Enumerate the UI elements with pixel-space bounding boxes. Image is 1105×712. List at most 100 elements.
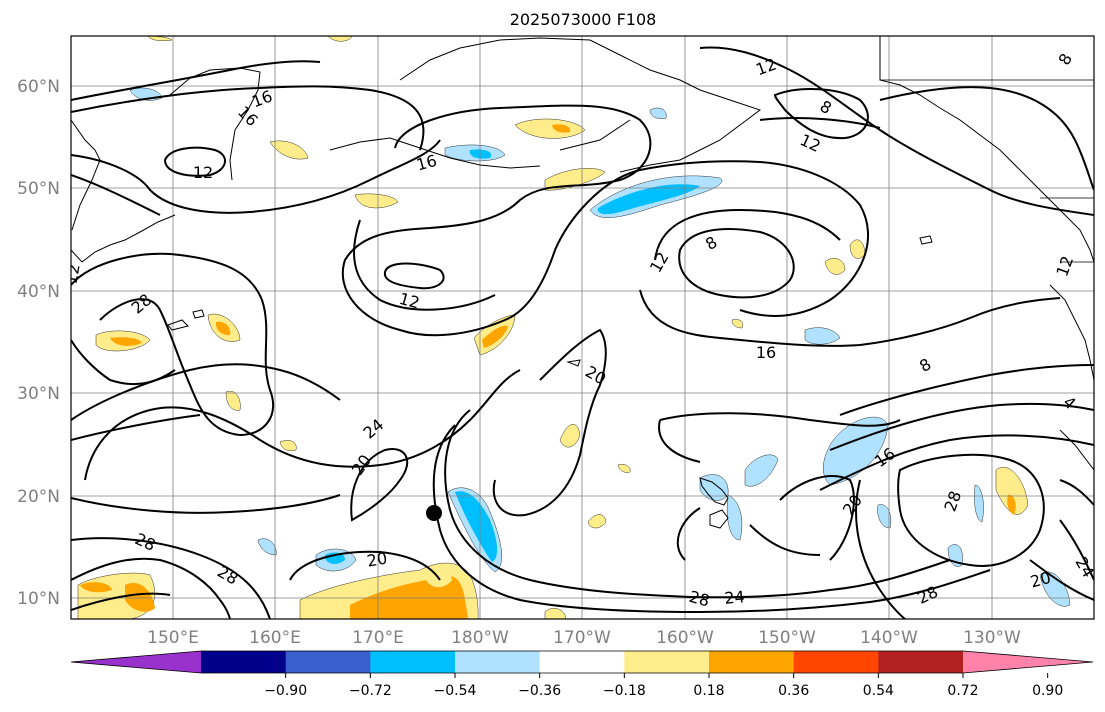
yellow-shade bbox=[225, 390, 241, 411]
contour-line bbox=[1059, 519, 1094, 581]
contour-line bbox=[71, 139, 441, 214]
marker-dot bbox=[426, 505, 442, 521]
coastline-asia bbox=[71, 119, 176, 263]
coastline-na-south bbox=[1049, 284, 1094, 381]
yellow-shade bbox=[544, 168, 606, 191]
contour-line bbox=[71, 85, 425, 151]
contour-line bbox=[819, 434, 1094, 491]
contour-line bbox=[289, 550, 441, 581]
blue-shade bbox=[744, 454, 779, 487]
blue-shade bbox=[257, 538, 277, 556]
colorbar-segment bbox=[370, 651, 456, 673]
lon-label: 150°W bbox=[758, 628, 816, 648]
colorbar-segment bbox=[455, 651, 541, 673]
contour-label: 12 bbox=[753, 54, 779, 79]
contour-line bbox=[341, 104, 869, 337]
colorbar-segment bbox=[878, 651, 964, 673]
contour-label: 4 bbox=[1060, 392, 1080, 413]
contour-line bbox=[71, 363, 341, 421]
contour-line bbox=[71, 494, 341, 514]
colorbar-segment bbox=[201, 651, 287, 673]
colorbar-tick-label: −0.72 bbox=[349, 683, 392, 699]
colorbar-outline bbox=[70, 650, 1094, 674]
colorbar-extend-high bbox=[963, 651, 1093, 673]
contours bbox=[71, 46, 1094, 619]
contour-label: 12 bbox=[61, 262, 83, 285]
contour-label: 20 bbox=[348, 451, 375, 479]
colorbar-tick-label: 0.18 bbox=[693, 683, 724, 699]
contour-label: 28 bbox=[132, 529, 158, 555]
contour-label: 20 bbox=[839, 491, 866, 519]
contour-label: 28 bbox=[687, 587, 712, 611]
contour-line bbox=[699, 46, 1094, 216]
map-area: 16 16 12 16 12 12 8 12 28 12 12 8 8 16 2… bbox=[61, 36, 1094, 619]
blue-core bbox=[455, 491, 498, 562]
orange-core bbox=[80, 582, 112, 593]
colorbar-tick-label: −0.54 bbox=[434, 683, 477, 699]
colorbar-segment bbox=[624, 651, 710, 673]
island-misc bbox=[167, 319, 189, 331]
yellow-shade bbox=[617, 464, 631, 473]
island-misc bbox=[919, 235, 933, 245]
contour-line bbox=[773, 87, 869, 140]
contour-label: 8 bbox=[916, 354, 934, 376]
contour-line bbox=[163, 146, 226, 177]
lat-label: 60°N bbox=[17, 77, 60, 97]
yellow-shade bbox=[279, 440, 297, 451]
lon-label: 150°E bbox=[147, 628, 199, 648]
contour-line bbox=[71, 537, 271, 619]
contour-label: 16 bbox=[414, 151, 439, 175]
colorbar-segment bbox=[793, 651, 879, 673]
orange-core bbox=[215, 321, 231, 336]
contour-label: 12 bbox=[193, 163, 213, 182]
yellow-shade bbox=[731, 319, 744, 329]
blue-shade bbox=[727, 494, 743, 541]
yellow-shade bbox=[824, 258, 846, 275]
contour-line bbox=[654, 208, 841, 261]
coastlines bbox=[71, 36, 1094, 529]
contour-line bbox=[829, 402, 1094, 451]
yellow-shade bbox=[514, 118, 586, 139]
contour-line bbox=[839, 364, 1094, 416]
coastline-islands bbox=[329, 119, 631, 169]
contour-line bbox=[879, 86, 1094, 191]
yellow-shade bbox=[327, 36, 353, 42]
blue-shade bbox=[649, 107, 667, 119]
contour-line bbox=[492, 328, 607, 517]
yellow-shade bbox=[559, 424, 581, 448]
contour-line bbox=[1059, 479, 1094, 506]
colorbar-tick-label: 0.72 bbox=[947, 683, 978, 699]
coastline-na-coast bbox=[879, 36, 1094, 263]
contour-line bbox=[71, 592, 171, 611]
yellow-shade bbox=[995, 467, 1029, 515]
contour-label: 8 bbox=[817, 96, 835, 118]
contour-line bbox=[639, 289, 1061, 347]
lat-label: 40°N bbox=[17, 282, 60, 302]
contour-line bbox=[676, 507, 701, 561]
contour-label: 16 bbox=[756, 343, 776, 362]
colorbar: −0.90 −0.72 −0.54 −0.36 −0.18 0.18 0.36 0.54 0.7… bbox=[70, 650, 1094, 699]
map-frame bbox=[70, 35, 1095, 620]
contour-line bbox=[855, 479, 906, 619]
colorbar-extend-low bbox=[71, 651, 201, 673]
contour-line bbox=[659, 412, 901, 427]
contour-label: 8 bbox=[702, 232, 720, 254]
lon-label: 170°E bbox=[352, 628, 404, 648]
blue-shade bbox=[974, 484, 984, 523]
island-hawaii bbox=[699, 477, 729, 506]
contour-label: 12 bbox=[646, 249, 673, 276]
lon-label: 140°W bbox=[860, 628, 918, 648]
colorbar-tick-label: 0.54 bbox=[863, 683, 894, 699]
contour-line bbox=[383, 262, 445, 290]
contour-line bbox=[1029, 559, 1094, 601]
contour-line bbox=[84, 369, 521, 481]
orange-core bbox=[552, 124, 571, 133]
colorbar-tick-label: −0.36 bbox=[518, 683, 561, 699]
lon-label: 160°E bbox=[249, 628, 301, 648]
colorbar-tick-label: 0.36 bbox=[778, 683, 809, 699]
longitude-labels: 150°E 160°E 170°E 180°W 170°W 160°W 150°… bbox=[147, 628, 1021, 648]
colorbar-tick-label: 0.90 bbox=[1032, 683, 1063, 699]
yellow-shade bbox=[849, 239, 866, 259]
blue-core bbox=[597, 184, 700, 215]
